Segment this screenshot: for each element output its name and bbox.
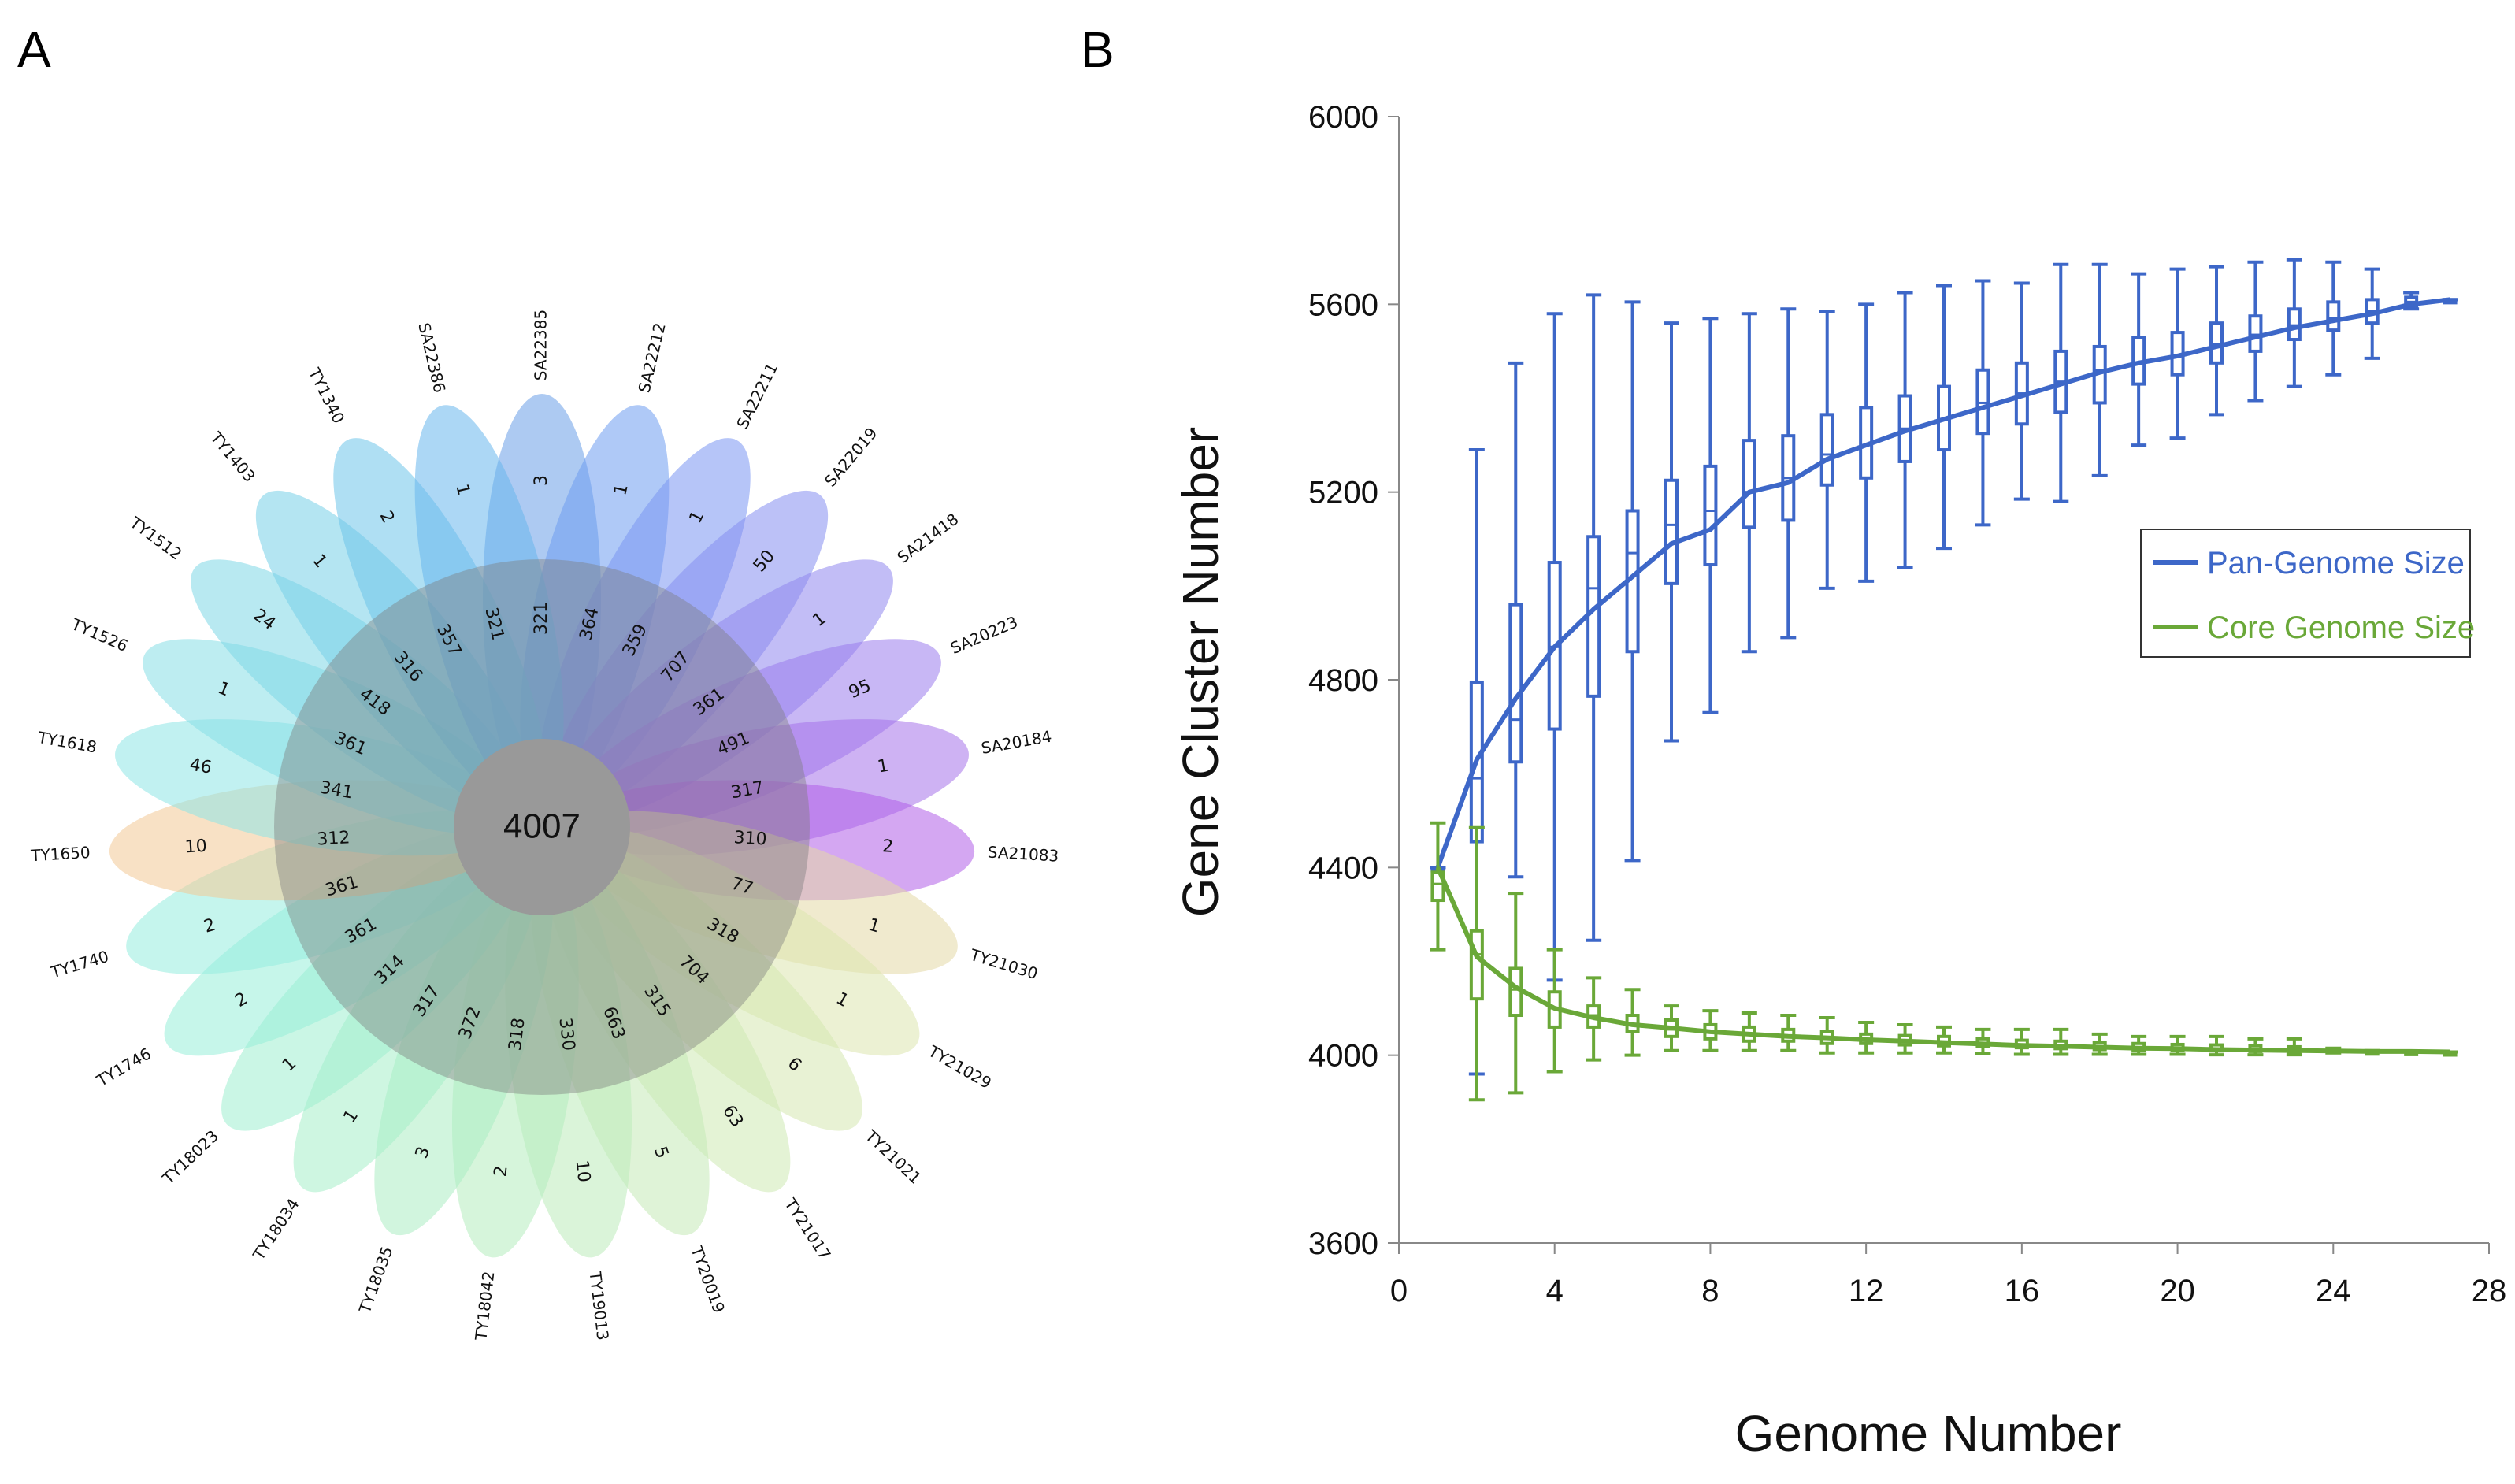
box-plot <box>1780 307 1797 640</box>
y-tick-label: 4400 <box>1308 851 1378 885</box>
petals <box>109 394 975 1258</box>
y-tick-label: 6000 <box>1308 100 1378 135</box>
series-pan-genome-size <box>1430 258 2458 1076</box>
panel-label-a: A <box>17 21 51 78</box>
series-line <box>1435 297 2450 869</box>
x-tick-label: 12 <box>1849 1274 1884 1308</box>
box-plot <box>1430 821 1446 952</box>
flower-diagram: 3213SA223853641SA222123591SA2221170750SA… <box>30 310 1059 1342</box>
core-count-label: 4007 <box>503 807 581 846</box>
box-plot <box>2013 281 2030 501</box>
box-plot <box>2209 265 2224 417</box>
box <box>1508 603 1523 764</box>
y-tick-label: 4000 <box>1308 1039 1378 1074</box>
x-tick-label: 20 <box>2160 1274 2195 1308</box>
box <box>2326 300 2341 332</box>
box-plot <box>2247 260 2264 403</box>
box-plot <box>2209 1034 2224 1057</box>
x-tick-label: 28 <box>2472 1274 2507 1308</box>
unique-count-label: 1 <box>451 482 473 497</box>
box-plot <box>1664 321 1679 743</box>
legend-label: Pan-Genome Size <box>2207 546 2465 581</box>
x-tick-label: 24 <box>2316 1274 2351 1308</box>
legend-label: Core Genome Size <box>2207 610 2475 645</box>
box-plot <box>1624 300 1641 863</box>
box-plot <box>1975 279 1991 527</box>
box-plot <box>2286 258 2302 388</box>
shared-count-label: 318 <box>506 1017 529 1052</box>
x-tick-label: 4 <box>1546 1274 1564 1308</box>
genome-name-label: SA21083 <box>987 842 1059 865</box>
genome-name-label: SA22385 <box>532 310 551 380</box>
unique-count-label: 10 <box>184 837 207 858</box>
box <box>1586 535 1601 698</box>
shared-count-label: 310 <box>733 828 767 849</box>
x-tick-label: 0 <box>1390 1274 1408 1308</box>
x-tick-label: 16 <box>2005 1274 2040 1308</box>
box-plot <box>1508 361 1524 879</box>
y-tick-label: 5600 <box>1308 288 1378 322</box>
box-plot <box>1702 317 1719 714</box>
unique-count-label: 10 <box>572 1159 594 1184</box>
unique-count-label: 46 <box>188 755 213 777</box>
shared-count-label: 321 <box>532 602 551 635</box>
box <box>1742 439 1756 529</box>
box <box>1703 464 1718 567</box>
box-plot <box>2131 1034 2147 1056</box>
unique-count-label: 2 <box>491 1165 511 1178</box>
unique-count-label: 1 <box>866 915 882 937</box>
shared-count-label: 330 <box>555 1017 578 1052</box>
shared-count-label: 312 <box>317 828 351 849</box>
panel-label-b: B <box>1081 21 1115 78</box>
box-plot <box>1586 293 1602 942</box>
petal-shape <box>414 405 564 805</box>
unique-count-label: 3 <box>532 475 551 486</box>
core-circle <box>454 739 630 915</box>
y-tick-label: 4800 <box>1308 663 1378 698</box>
box-plot <box>2053 1027 2069 1056</box>
y-tick-label: 3600 <box>1308 1226 1378 1261</box>
box <box>1469 929 1484 1001</box>
unique-count-label: 1 <box>610 482 632 497</box>
box-plot <box>1819 310 1835 590</box>
box-plot <box>1936 1025 1952 1055</box>
genome-name-label: TY1650 <box>30 843 91 865</box>
x-tick-label: 8 <box>1701 1274 1719 1308</box>
box-plot <box>2169 1034 2186 1056</box>
y-tick-label: 5200 <box>1308 476 1378 510</box>
petal <box>414 405 564 805</box>
box-plot <box>2013 1027 2030 1056</box>
box-plot <box>1741 312 1757 654</box>
unique-count-label: 1 <box>876 756 890 777</box>
box <box>1819 413 1834 487</box>
box-plot <box>1780 1014 1797 1052</box>
box-plot <box>2091 1032 2108 1056</box>
box-plot <box>2131 272 2147 447</box>
legend-box <box>2140 529 2471 658</box>
legend: Pan-Genome Size Core Genome Size <box>2140 529 2475 658</box>
box <box>1664 478 1679 585</box>
x-axis-title: Genome Number <box>1735 1405 2122 1462</box>
series-core-genome-size <box>1430 821 2458 1102</box>
series-line <box>1435 866 2450 1055</box>
unique-count-label: 2 <box>882 837 894 857</box>
box-plot <box>1508 892 1524 1095</box>
unique-count-label: 2 <box>202 915 218 937</box>
y-axis-title: Gene Cluster Number <box>1172 427 1229 917</box>
